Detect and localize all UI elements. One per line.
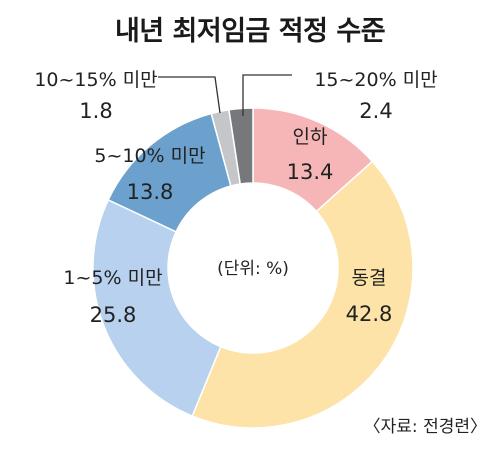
slice-value-3: 13.8 — [127, 180, 174, 204]
slice-value-4: 1.8 — [79, 99, 112, 123]
slice-label-5: 15~20% 미만 — [314, 69, 437, 91]
slice-labels: 인하 13.4 동결 42.8 1~5% 미만 25.8 5~10% 미만 13.8 10~15… — [34, 69, 437, 327]
slice-value-1: 42.8 — [346, 302, 393, 326]
slice-value-5: 2.4 — [359, 99, 392, 123]
slice-label-2: 1~5% 미만 — [63, 267, 162, 289]
slice-label-1: 동결 — [352, 267, 387, 289]
unit-label: (단위: %) — [217, 259, 289, 279]
slice-label-0: 인하 — [293, 126, 328, 148]
slice-value-0: 13.4 — [287, 160, 334, 184]
chart-title: 내년 최저임금 적정 수준 — [115, 16, 385, 47]
leader-line-5 — [242, 74, 292, 116]
source-note: 〈자료: 전경련〉 — [364, 417, 487, 437]
donut-hole — [168, 183, 338, 353]
slice-value-2: 25.8 — [90, 303, 137, 327]
slice-label-4: 10~15% 미만 — [34, 69, 157, 91]
leader-line-4 — [158, 76, 221, 114]
leader-lines — [158, 74, 292, 116]
slice-label-3: 5~10% 미만 — [94, 145, 205, 167]
